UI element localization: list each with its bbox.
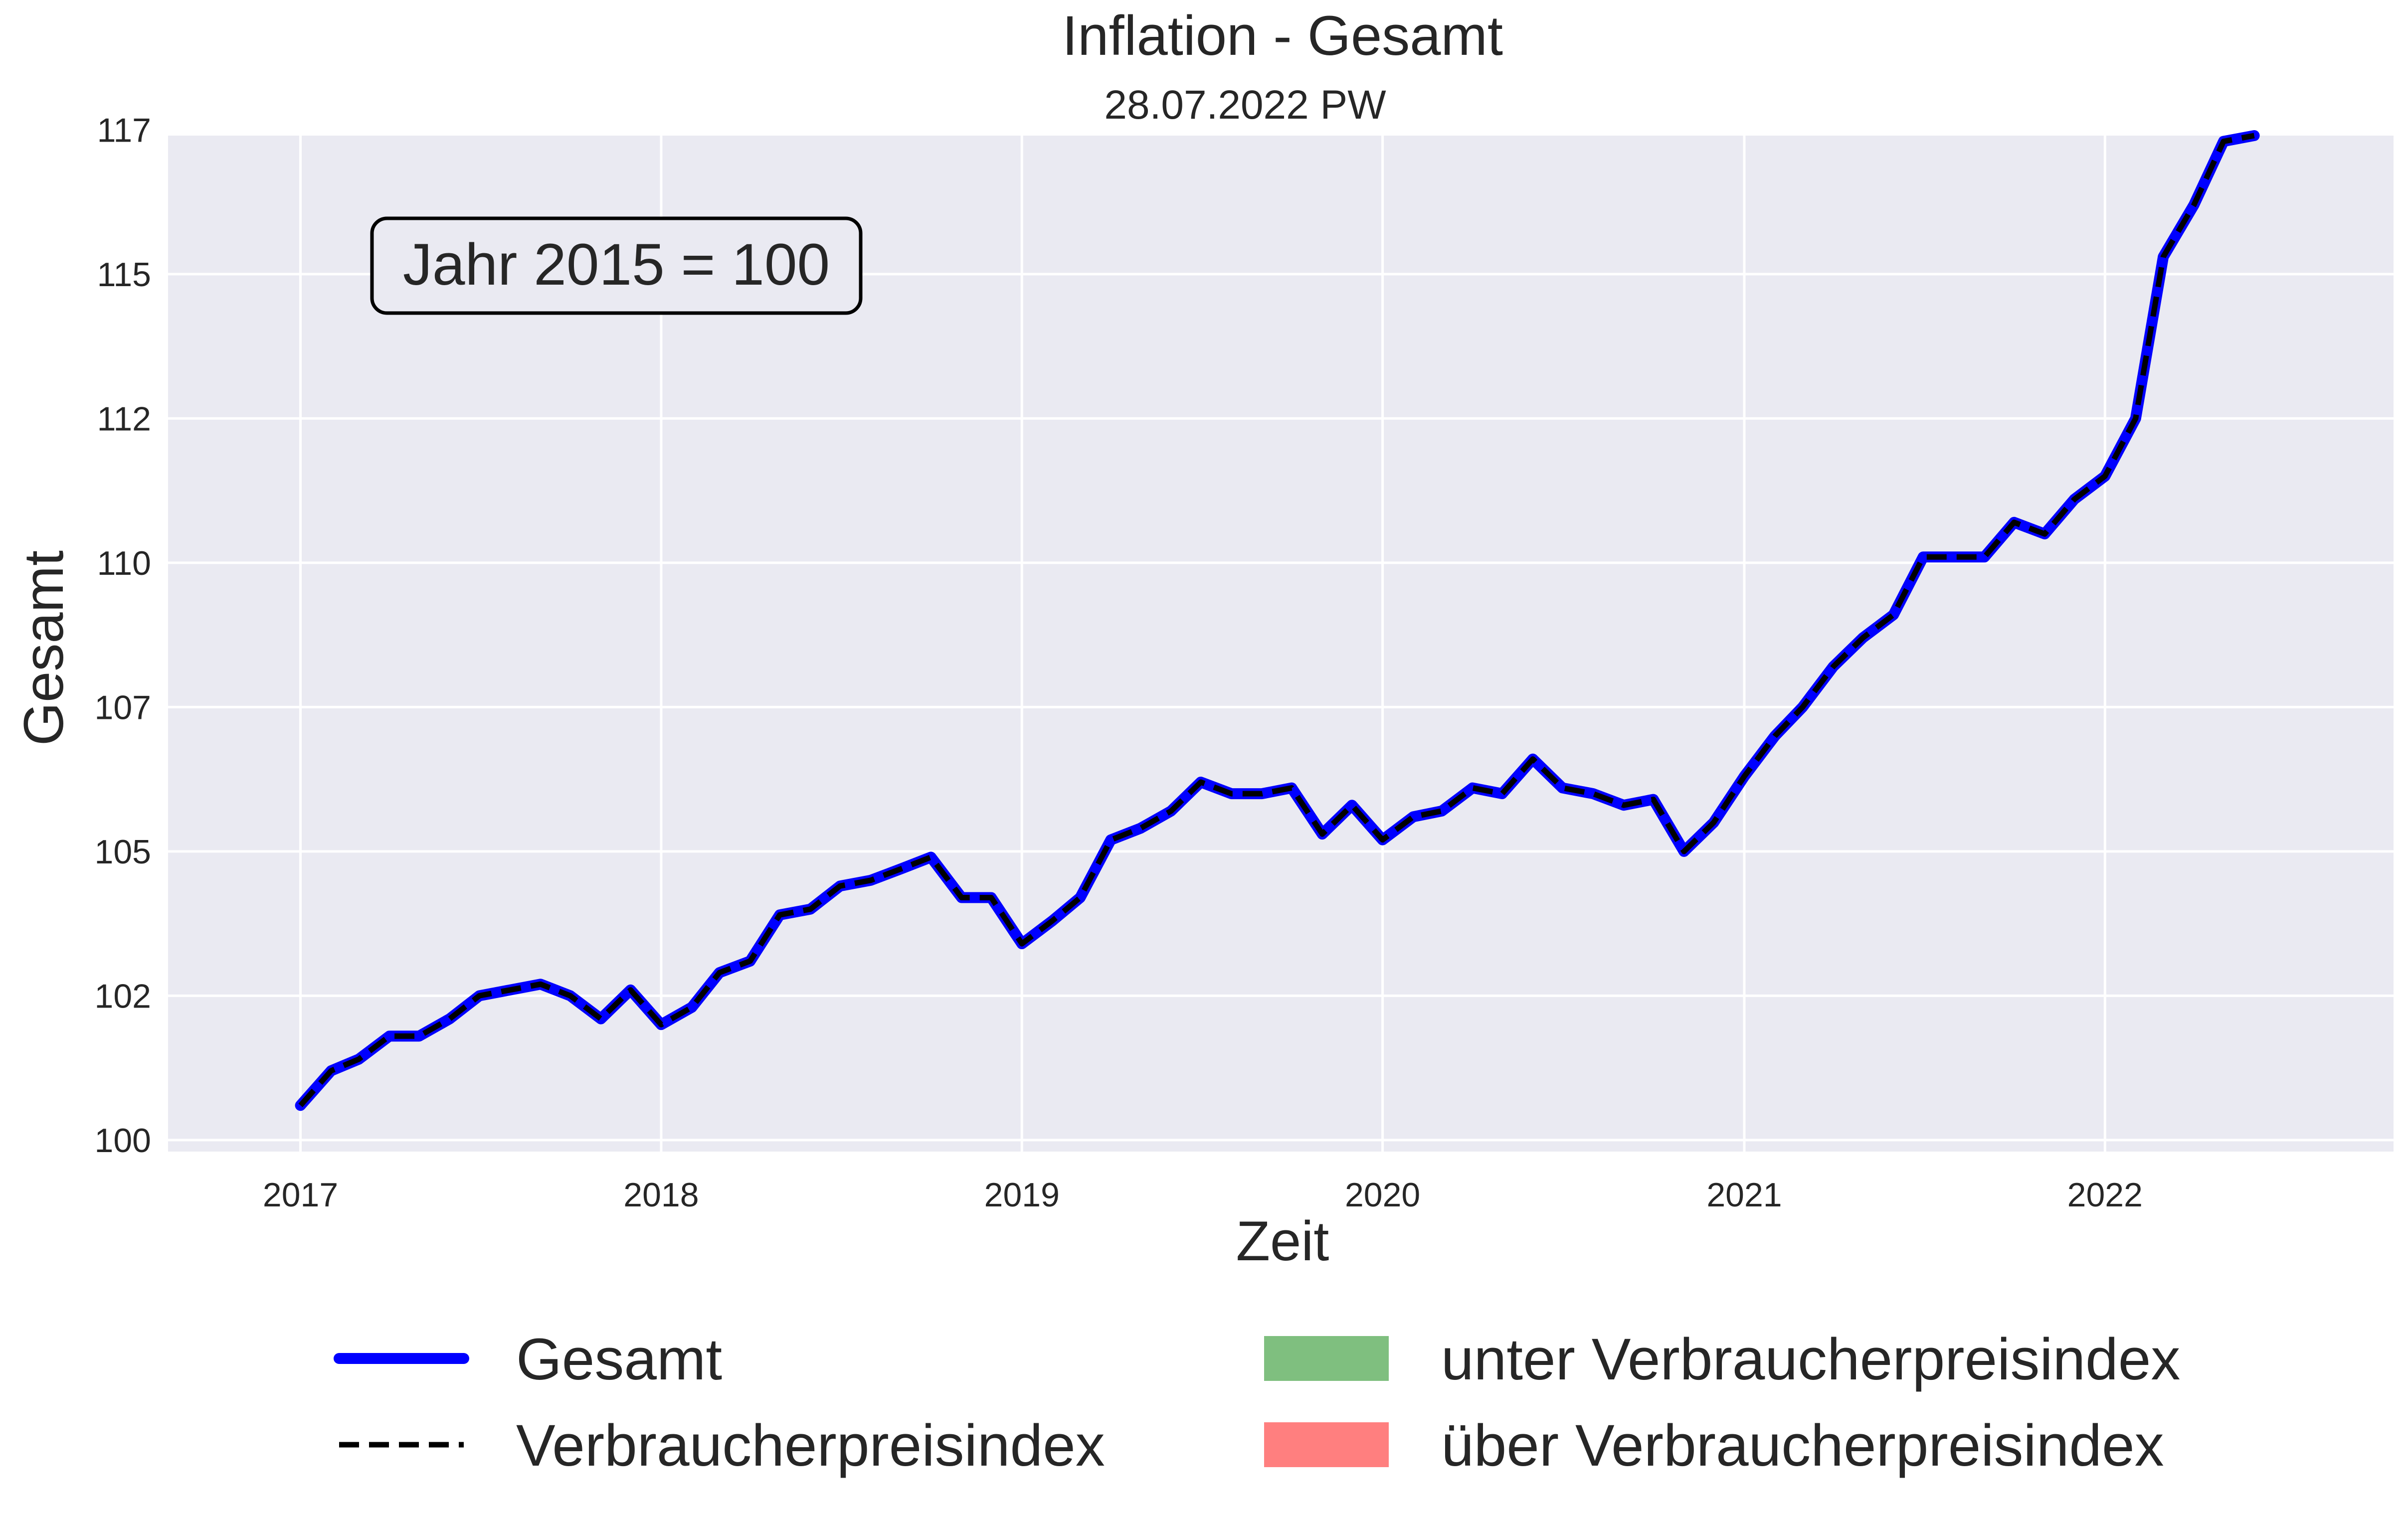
chart-title: Inflation - Gesamt bbox=[1062, 4, 1503, 67]
legend-label: über Verbraucherpreisindex bbox=[1441, 1413, 2164, 1479]
legend-swatch-patch bbox=[1264, 1422, 1389, 1467]
y-tick-label: 110 bbox=[97, 544, 151, 582]
x-tick-labels: 2017 2018 2019 2020 2021 2022 bbox=[263, 1176, 2143, 1214]
annotation-text: Jahr 2015 = 100 bbox=[403, 232, 830, 298]
annotation-box: Jahr 2015 = 100 bbox=[370, 216, 863, 315]
legend-item: unter Verbraucherpreisindex bbox=[1264, 1327, 2180, 1392]
x-tick-label: 2020 bbox=[1345, 1176, 1420, 1214]
x-axis-title: Zeit bbox=[1236, 1210, 1329, 1272]
y-tick-label: 105 bbox=[95, 833, 151, 871]
chart-subtitle: 28.07.2022 PW bbox=[1104, 82, 1386, 128]
y-tick-label: 102 bbox=[95, 977, 151, 1015]
legend-swatch-patch bbox=[1264, 1336, 1389, 1381]
legend-label: Verbraucherpreisindex bbox=[516, 1413, 1105, 1479]
series-line-verbraucherpreisindex bbox=[298, 133, 2255, 1108]
y-tick-label: 117 bbox=[97, 111, 151, 149]
legend-item: über Verbraucherpreisindex bbox=[1264, 1413, 2164, 1479]
legend-item: Verbraucherpreisindex bbox=[339, 1413, 1105, 1479]
y-gridlines bbox=[168, 128, 2394, 1142]
y-axis-title: Gesamt bbox=[12, 550, 75, 746]
x-tick-label: 2022 bbox=[2067, 1176, 2143, 1214]
y-tick-label: 115 bbox=[97, 256, 151, 294]
y-tick-labels: 100 102 105 107 110 112 115 117 bbox=[95, 111, 151, 1159]
y-tick-label: 112 bbox=[97, 400, 151, 438]
annotation-frame bbox=[370, 216, 863, 315]
legend-label: Gesamt bbox=[516, 1327, 722, 1392]
y-tick-label: 107 bbox=[95, 688, 151, 726]
x-tick-label: 2017 bbox=[263, 1176, 338, 1214]
x-tick-label: 2021 bbox=[1706, 1176, 1782, 1214]
x-tick-label: 2019 bbox=[984, 1176, 1060, 1214]
y-tick-label: 100 bbox=[95, 1122, 151, 1160]
legend-item: Gesamt bbox=[334, 1327, 722, 1392]
legend: Gesamt Verbraucherpreisindex unter Verbrau… bbox=[334, 1327, 2180, 1479]
series-layer bbox=[295, 130, 2260, 1111]
x-tick-label: 2018 bbox=[623, 1176, 699, 1214]
legend-label: unter Verbraucherpreisindex bbox=[1441, 1327, 2180, 1392]
